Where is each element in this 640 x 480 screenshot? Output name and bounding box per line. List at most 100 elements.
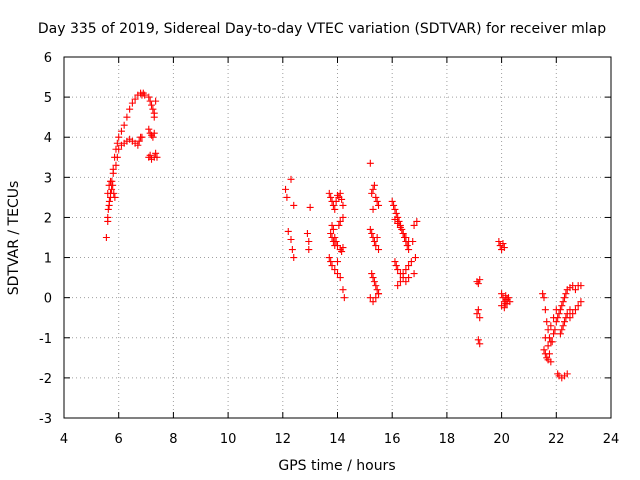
data-point	[563, 370, 571, 378]
x-tick-label: 12	[275, 432, 292, 447]
data-point	[499, 240, 507, 248]
data-point	[145, 125, 153, 133]
data-point	[128, 99, 136, 107]
data-point	[339, 286, 347, 294]
x-tick-label: 6	[115, 432, 123, 447]
y-tick-label: 3	[44, 171, 52, 186]
data-point	[373, 234, 381, 241]
data-point	[394, 219, 402, 227]
data-point	[541, 306, 549, 314]
data-point	[368, 229, 376, 237]
data-point	[126, 105, 134, 113]
data-point	[282, 185, 290, 193]
data-point	[372, 242, 380, 250]
data-point	[399, 270, 407, 278]
data-point	[325, 189, 333, 197]
data-point	[498, 290, 506, 298]
data-point	[338, 195, 346, 203]
data-point	[500, 244, 508, 252]
data-point	[287, 175, 295, 183]
data-point	[548, 338, 556, 346]
data-point	[370, 238, 378, 246]
data-point	[391, 258, 399, 266]
y-tick-label: 4	[44, 131, 52, 146]
y-tick-label: -1	[39, 332, 52, 347]
data-point	[115, 145, 123, 153]
x-tick-label: 10	[220, 432, 237, 447]
data-point	[366, 159, 374, 167]
data-point	[148, 101, 156, 109]
data-point	[339, 244, 347, 252]
axis-ticks	[63, 56, 612, 419]
data-point	[566, 306, 574, 314]
data-point	[368, 270, 376, 278]
data-point	[561, 294, 569, 302]
data-point	[562, 314, 570, 322]
data-point	[287, 236, 295, 244]
data-point	[325, 254, 333, 262]
data-point	[109, 181, 117, 189]
data-point	[550, 314, 558, 322]
data-point	[131, 95, 139, 103]
data-point	[150, 109, 158, 117]
data-point	[339, 201, 347, 209]
data-point	[544, 342, 552, 350]
data-point	[105, 197, 113, 205]
data-point	[108, 185, 116, 193]
data-point	[561, 318, 569, 326]
data-point	[283, 193, 291, 201]
data-point	[559, 298, 567, 306]
data-point	[334, 270, 341, 278]
x-tick-label: 20	[493, 432, 510, 447]
data-point	[558, 326, 566, 334]
data-point	[112, 161, 120, 169]
data-point	[328, 262, 336, 270]
data-point	[338, 248, 346, 256]
y-tick-label: 1	[44, 252, 52, 267]
data-point	[388, 197, 396, 205]
data-point	[331, 205, 339, 213]
data-point	[545, 350, 553, 358]
data-point	[392, 262, 400, 270]
data-point	[571, 286, 579, 294]
data-point	[328, 234, 336, 241]
y-tick-label: -3	[39, 412, 52, 427]
data-point	[473, 310, 481, 318]
data-point	[109, 169, 117, 177]
data-point	[410, 221, 418, 229]
data-point	[115, 133, 123, 141]
data-point	[111, 193, 119, 201]
data-point	[544, 326, 552, 334]
data-point	[288, 246, 296, 254]
data-point	[375, 290, 383, 298]
data-point	[366, 225, 374, 233]
data-point	[104, 189, 112, 197]
x-tick-label: 22	[548, 432, 565, 447]
y-tick-label: 0	[44, 292, 52, 307]
data-point	[339, 213, 347, 221]
y-tick-label: 2	[44, 211, 52, 226]
data-point	[541, 334, 549, 342]
data-point	[329, 238, 337, 246]
data-point	[327, 229, 335, 237]
data-point	[150, 129, 158, 137]
data-point	[540, 294, 548, 302]
data-point	[577, 282, 585, 290]
data-point	[368, 189, 376, 197]
data-point	[407, 258, 415, 266]
data-point	[305, 246, 313, 254]
data-point	[102, 234, 110, 241]
data-point	[336, 217, 344, 225]
y-tick-labels: -3 -2 -1 0 1 2 3 4 5 6	[39, 51, 52, 427]
x-tick-label: 24	[603, 432, 620, 447]
data-point	[369, 274, 377, 282]
data-point	[138, 133, 146, 141]
data-point	[134, 141, 142, 149]
x-tick-label: 16	[384, 432, 401, 447]
data-point	[558, 302, 566, 310]
data-point	[402, 234, 410, 241]
data-point	[574, 302, 582, 310]
data-point	[106, 177, 114, 185]
data-point	[120, 121, 128, 129]
